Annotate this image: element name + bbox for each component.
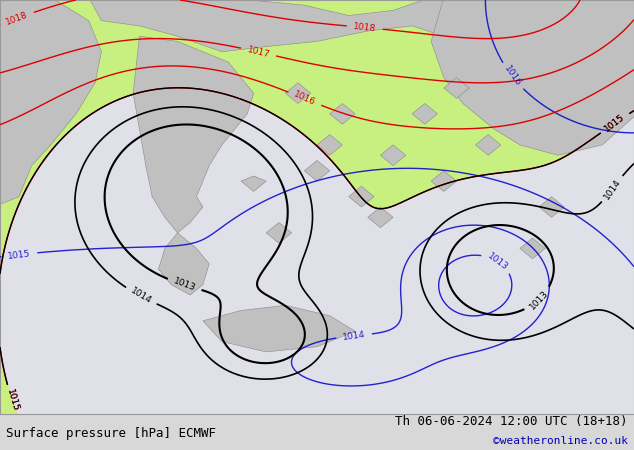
Text: 1014: 1014 (129, 286, 153, 306)
Text: 1015: 1015 (603, 112, 627, 134)
Text: 1015: 1015 (8, 249, 31, 261)
Text: 1015: 1015 (4, 388, 20, 413)
Text: 1013: 1013 (486, 251, 510, 272)
Text: 1014: 1014 (602, 177, 623, 201)
Text: 1017: 1017 (247, 45, 271, 59)
Text: 1016: 1016 (292, 90, 317, 108)
Text: 1015: 1015 (603, 112, 627, 134)
Text: Th 06-06-2024 12:00 UTC (18+18): Th 06-06-2024 12:00 UTC (18+18) (395, 415, 628, 428)
Text: ©weatheronline.co.uk: ©weatheronline.co.uk (493, 436, 628, 446)
Text: 1018: 1018 (353, 22, 377, 33)
Text: 1014: 1014 (342, 330, 366, 342)
Text: 1018: 1018 (4, 10, 29, 27)
Text: 1016: 1016 (502, 64, 522, 88)
Text: Surface pressure [hPa] ECMWF: Surface pressure [hPa] ECMWF (6, 427, 216, 440)
Text: 1015: 1015 (4, 388, 20, 413)
Text: 1013: 1013 (527, 288, 550, 311)
Text: 1013: 1013 (172, 277, 197, 293)
